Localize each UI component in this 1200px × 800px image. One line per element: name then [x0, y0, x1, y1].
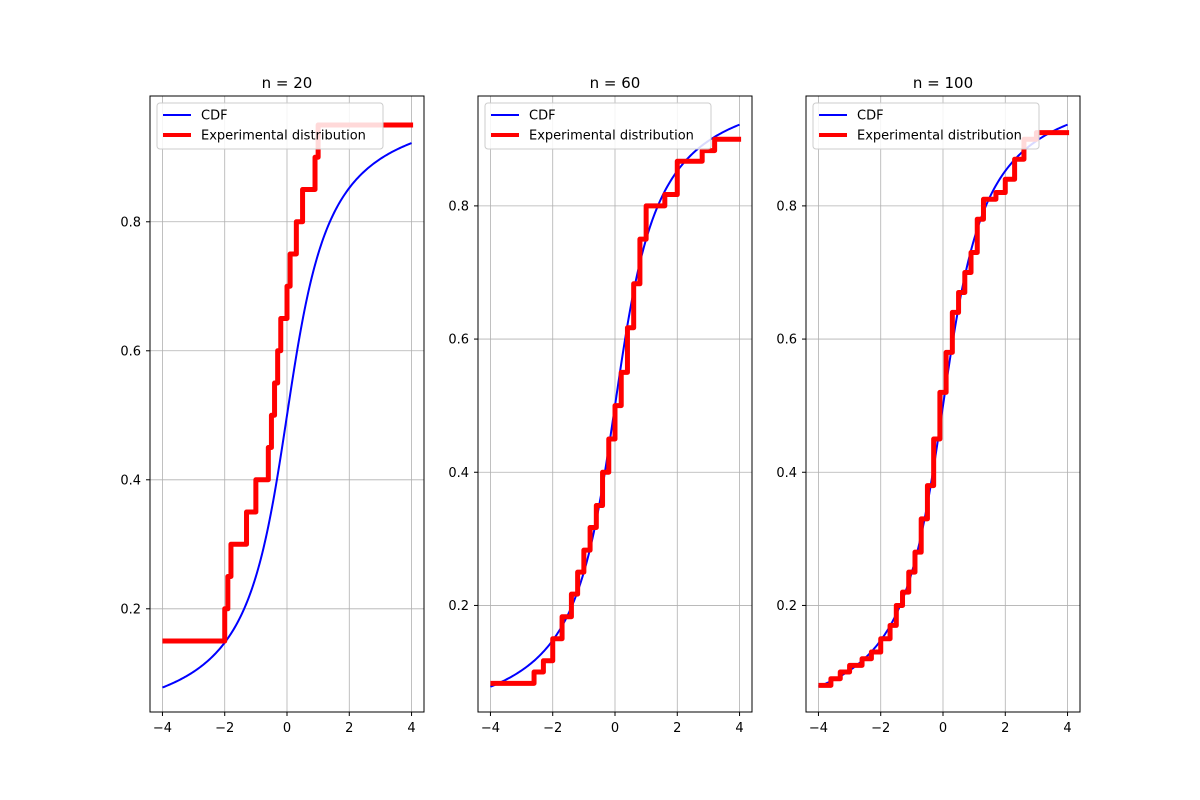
legend-cdf-label: CDF: [529, 109, 556, 124]
x-tick-label: 0: [939, 721, 947, 736]
experimental-step-line: [818, 130, 1070, 688]
legend: CDF Experimental distribution: [484, 102, 712, 150]
x-tick-label: 4: [1063, 721, 1071, 736]
y-tick-label: 0.6: [120, 344, 141, 359]
x-tick-label: −4: [153, 721, 172, 736]
y-tick-label: 0.2: [120, 602, 141, 617]
x-tick-label: −2: [215, 721, 234, 736]
x-tick-label: −4: [809, 721, 828, 736]
legend-box: [812, 102, 1040, 150]
x-tick-label: 2: [345, 721, 353, 736]
legend-experimental-label: Experimental distribution: [857, 129, 1022, 144]
subplot-title: n = 20: [262, 74, 313, 92]
y-tick-label: 0.8: [448, 199, 469, 214]
legend-cdf-label: CDF: [201, 109, 228, 124]
subplot-2: −4 −2 0 2 4 0.2 0.4 0.6 0.8 n = 60 CDF Experimental…: [448, 74, 753, 736]
x-tick-label: 4: [735, 721, 743, 736]
x-tick-label: 0: [611, 721, 619, 736]
legend-experimental-label: Experimental distribution: [201, 129, 366, 144]
y-tick-label: 0.6: [776, 333, 797, 348]
y-tick-label: 0.4: [448, 466, 469, 481]
subplot-title: n = 100: [913, 74, 973, 92]
cdf-line: [162, 142, 412, 689]
subplot-title: n = 60: [590, 74, 641, 92]
x-tick-label: −2: [871, 721, 890, 736]
x-tick-label: −4: [481, 721, 500, 736]
subplot-3: −4 −2 0 2 4 0.2 0.4 0.6 0.8 n = 100 CDF Experimenta…: [776, 74, 1081, 736]
legend-box: [156, 102, 384, 150]
x-tick-label: −2: [543, 721, 562, 736]
y-tick-label: 0.4: [120, 473, 141, 488]
legend: CDF Experimental distribution: [156, 102, 384, 150]
x-tick-label: 0: [283, 721, 291, 736]
legend-experimental-label: Experimental distribution: [529, 129, 694, 144]
y-tick-label: 0.6: [448, 333, 469, 348]
x-tick-label: 2: [673, 721, 681, 736]
y-tick-label: 0.8: [120, 215, 141, 230]
experimental-step-line: [162, 122, 414, 644]
y-tick-label: 0.2: [776, 599, 797, 614]
y-tick-label: 0.2: [448, 599, 469, 614]
x-tick-label: 2: [1001, 721, 1009, 736]
x-tick-label: 4: [407, 721, 415, 736]
legend: CDF Experimental distribution: [812, 102, 1040, 150]
legend-box: [484, 102, 712, 150]
experimental-step-line: [490, 136, 742, 686]
subplot-1: −4 −2 0 2 4 0.2 0.4 0.6 0.8 n = 20 CDF Experimental…: [120, 74, 425, 736]
y-tick-label: 0.4: [776, 466, 797, 481]
legend-cdf-label: CDF: [857, 109, 884, 124]
y-tick-label: 0.8: [776, 199, 797, 214]
